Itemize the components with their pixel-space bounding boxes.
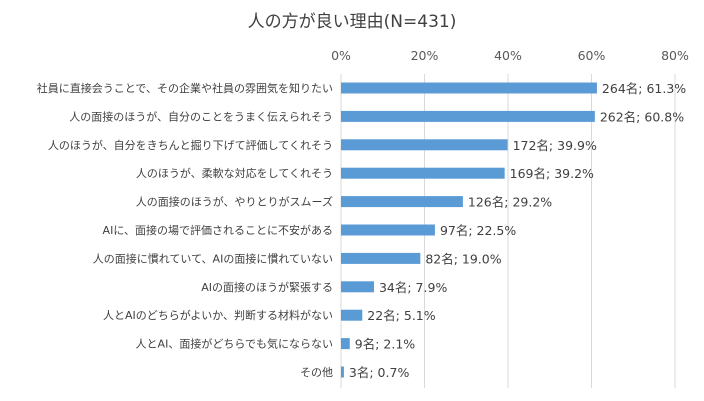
data-label: 3名; 0.7%: [349, 365, 410, 380]
category-label: 人の面接のほうが、やりとりがスムーズ: [136, 195, 333, 209]
data-label: 9名; 2.1%: [355, 337, 416, 352]
category-label: 人とAI、面接がどちらでも気にならない: [136, 337, 333, 351]
data-label: 169名; 39.2%: [510, 166, 594, 181]
x-tick-label: 40%: [494, 48, 522, 63]
category-label: AIに、面接の場で評価されることに不安がある: [103, 223, 333, 237]
data-label: 262名; 60.8%: [600, 109, 684, 124]
bar: [341, 167, 505, 179]
bar: [341, 82, 597, 94]
bar: [341, 281, 374, 293]
data-label: 22名; 5.1%: [367, 308, 435, 323]
bar: [341, 366, 344, 378]
category-label: 社員に直接会うことで、その企業や社員の雰囲気を知りたい: [37, 81, 333, 95]
data-label: 34名; 7.9%: [379, 280, 447, 295]
category-label: 人の面接に慣れていて、AIの面接に慣れていない: [93, 251, 333, 265]
bar: [341, 338, 350, 350]
data-label: 172名; 39.9%: [513, 138, 597, 153]
category-label: 人のほうが、柔軟な対応をしてくれそう: [136, 166, 333, 180]
bar: [341, 196, 463, 208]
data-label: 97名; 22.5%: [440, 223, 516, 238]
category-label: 人の面接のほうが、自分のことをうまく伝えられそう: [69, 109, 333, 123]
bar: [341, 309, 363, 321]
bar: [341, 110, 595, 122]
bar: [341, 224, 435, 236]
category-label: その他: [300, 366, 333, 379]
x-tick-label: 0%: [331, 48, 351, 63]
bar: [341, 252, 421, 264]
data-label: 264名; 61.3%: [602, 81, 686, 96]
data-label: 126名; 29.2%: [468, 195, 552, 210]
data-label: 82名; 19.0%: [425, 251, 501, 266]
x-tick-label: 20%: [411, 48, 439, 63]
category-label: AIの面接のほうが緊張する: [201, 280, 333, 294]
x-tick-label: 80%: [661, 48, 689, 63]
x-tick-label: 60%: [578, 48, 606, 63]
category-label: 人のほうが、自分をきちんと掘り下げて評価してくれそう: [48, 138, 333, 152]
bar: [341, 139, 508, 151]
chart-title: 人の方が良い理由(N=431): [248, 12, 457, 32]
category-label: 人とAIのどちらがよいか、判断する材料がない: [103, 308, 333, 322]
